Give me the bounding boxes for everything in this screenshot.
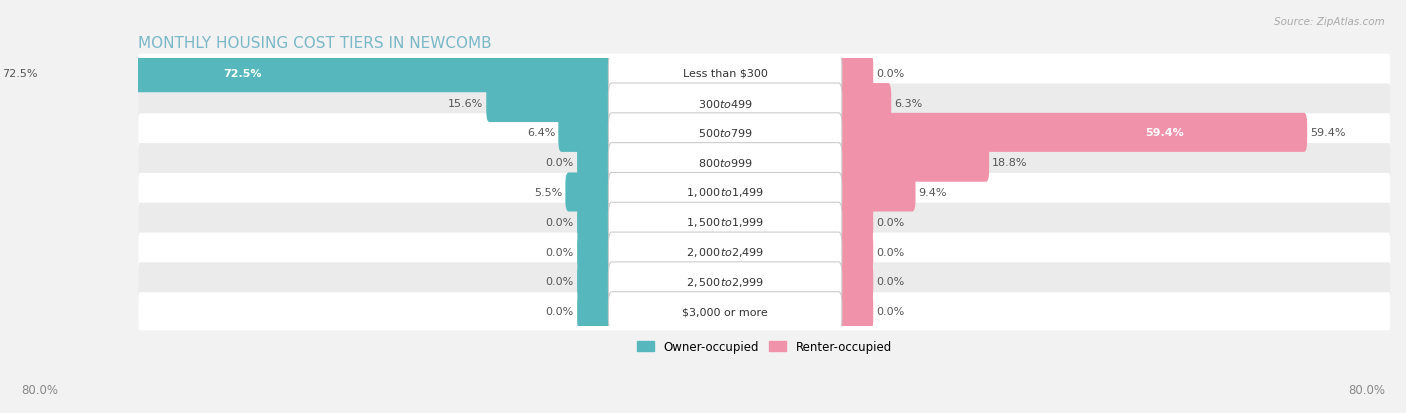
- Text: 80.0%: 80.0%: [21, 384, 58, 396]
- FancyBboxPatch shape: [138, 84, 1391, 122]
- FancyBboxPatch shape: [41, 54, 614, 93]
- Text: 5.5%: 5.5%: [534, 188, 562, 197]
- Text: $800 to $999: $800 to $999: [697, 157, 752, 169]
- Text: 0.0%: 0.0%: [876, 306, 904, 316]
- FancyBboxPatch shape: [835, 84, 891, 123]
- Text: 18.8%: 18.8%: [993, 158, 1028, 168]
- FancyBboxPatch shape: [486, 84, 614, 123]
- Text: MONTHLY HOUSING COST TIERS IN NEWCOMB: MONTHLY HOUSING COST TIERS IN NEWCOMB: [138, 36, 491, 50]
- Text: $500 to $799: $500 to $799: [697, 127, 752, 139]
- Legend: Owner-occupied, Renter-occupied: Owner-occupied, Renter-occupied: [631, 335, 897, 358]
- Text: 72.5%: 72.5%: [1, 69, 38, 78]
- FancyBboxPatch shape: [835, 262, 873, 301]
- Text: 0.0%: 0.0%: [546, 247, 574, 257]
- Text: $300 to $499: $300 to $499: [697, 97, 752, 109]
- FancyBboxPatch shape: [835, 54, 873, 93]
- Text: 0.0%: 0.0%: [876, 69, 904, 78]
- Text: 0.0%: 0.0%: [876, 247, 904, 257]
- FancyBboxPatch shape: [609, 233, 842, 271]
- Text: 6.4%: 6.4%: [527, 128, 555, 138]
- FancyBboxPatch shape: [609, 54, 842, 93]
- FancyBboxPatch shape: [609, 114, 842, 152]
- FancyBboxPatch shape: [835, 203, 873, 242]
- Text: $3,000 or more: $3,000 or more: [682, 306, 768, 316]
- Text: 0.0%: 0.0%: [546, 306, 574, 316]
- FancyBboxPatch shape: [138, 263, 1391, 301]
- FancyBboxPatch shape: [138, 233, 1391, 271]
- Text: Less than $300: Less than $300: [683, 69, 768, 78]
- FancyBboxPatch shape: [609, 173, 842, 212]
- FancyBboxPatch shape: [576, 233, 614, 271]
- Text: 59.4%: 59.4%: [1144, 128, 1184, 138]
- Text: 0.0%: 0.0%: [876, 277, 904, 287]
- FancyBboxPatch shape: [835, 233, 873, 271]
- FancyBboxPatch shape: [565, 173, 614, 212]
- Text: 15.6%: 15.6%: [449, 98, 484, 108]
- FancyBboxPatch shape: [138, 173, 1391, 211]
- FancyBboxPatch shape: [138, 114, 1391, 152]
- FancyBboxPatch shape: [609, 84, 842, 123]
- FancyBboxPatch shape: [576, 292, 614, 331]
- FancyBboxPatch shape: [576, 262, 614, 301]
- FancyBboxPatch shape: [609, 262, 842, 301]
- Text: 0.0%: 0.0%: [546, 158, 574, 168]
- Text: $1,000 to $1,499: $1,000 to $1,499: [686, 186, 765, 199]
- Text: 6.3%: 6.3%: [894, 98, 922, 108]
- Text: 0.0%: 0.0%: [876, 217, 904, 227]
- Text: $2,000 to $2,499: $2,000 to $2,499: [686, 245, 765, 259]
- FancyBboxPatch shape: [835, 292, 873, 331]
- FancyBboxPatch shape: [576, 143, 614, 182]
- FancyBboxPatch shape: [835, 143, 990, 182]
- FancyBboxPatch shape: [576, 203, 614, 242]
- FancyBboxPatch shape: [138, 292, 1391, 330]
- FancyBboxPatch shape: [138, 144, 1391, 182]
- FancyBboxPatch shape: [138, 203, 1391, 241]
- FancyBboxPatch shape: [609, 203, 842, 242]
- Text: 59.4%: 59.4%: [1310, 128, 1346, 138]
- Text: $2,500 to $2,999: $2,500 to $2,999: [686, 275, 765, 288]
- Text: Source: ZipAtlas.com: Source: ZipAtlas.com: [1274, 17, 1385, 26]
- Text: $1,500 to $1,999: $1,500 to $1,999: [686, 216, 765, 229]
- Text: 0.0%: 0.0%: [546, 277, 574, 287]
- FancyBboxPatch shape: [835, 173, 915, 212]
- Text: 0.0%: 0.0%: [546, 217, 574, 227]
- FancyBboxPatch shape: [138, 55, 1391, 93]
- FancyBboxPatch shape: [609, 143, 842, 182]
- Text: 72.5%: 72.5%: [224, 69, 262, 78]
- FancyBboxPatch shape: [835, 114, 1308, 152]
- Text: 80.0%: 80.0%: [1348, 384, 1385, 396]
- Text: 9.4%: 9.4%: [918, 188, 948, 197]
- FancyBboxPatch shape: [558, 114, 614, 152]
- FancyBboxPatch shape: [609, 292, 842, 331]
